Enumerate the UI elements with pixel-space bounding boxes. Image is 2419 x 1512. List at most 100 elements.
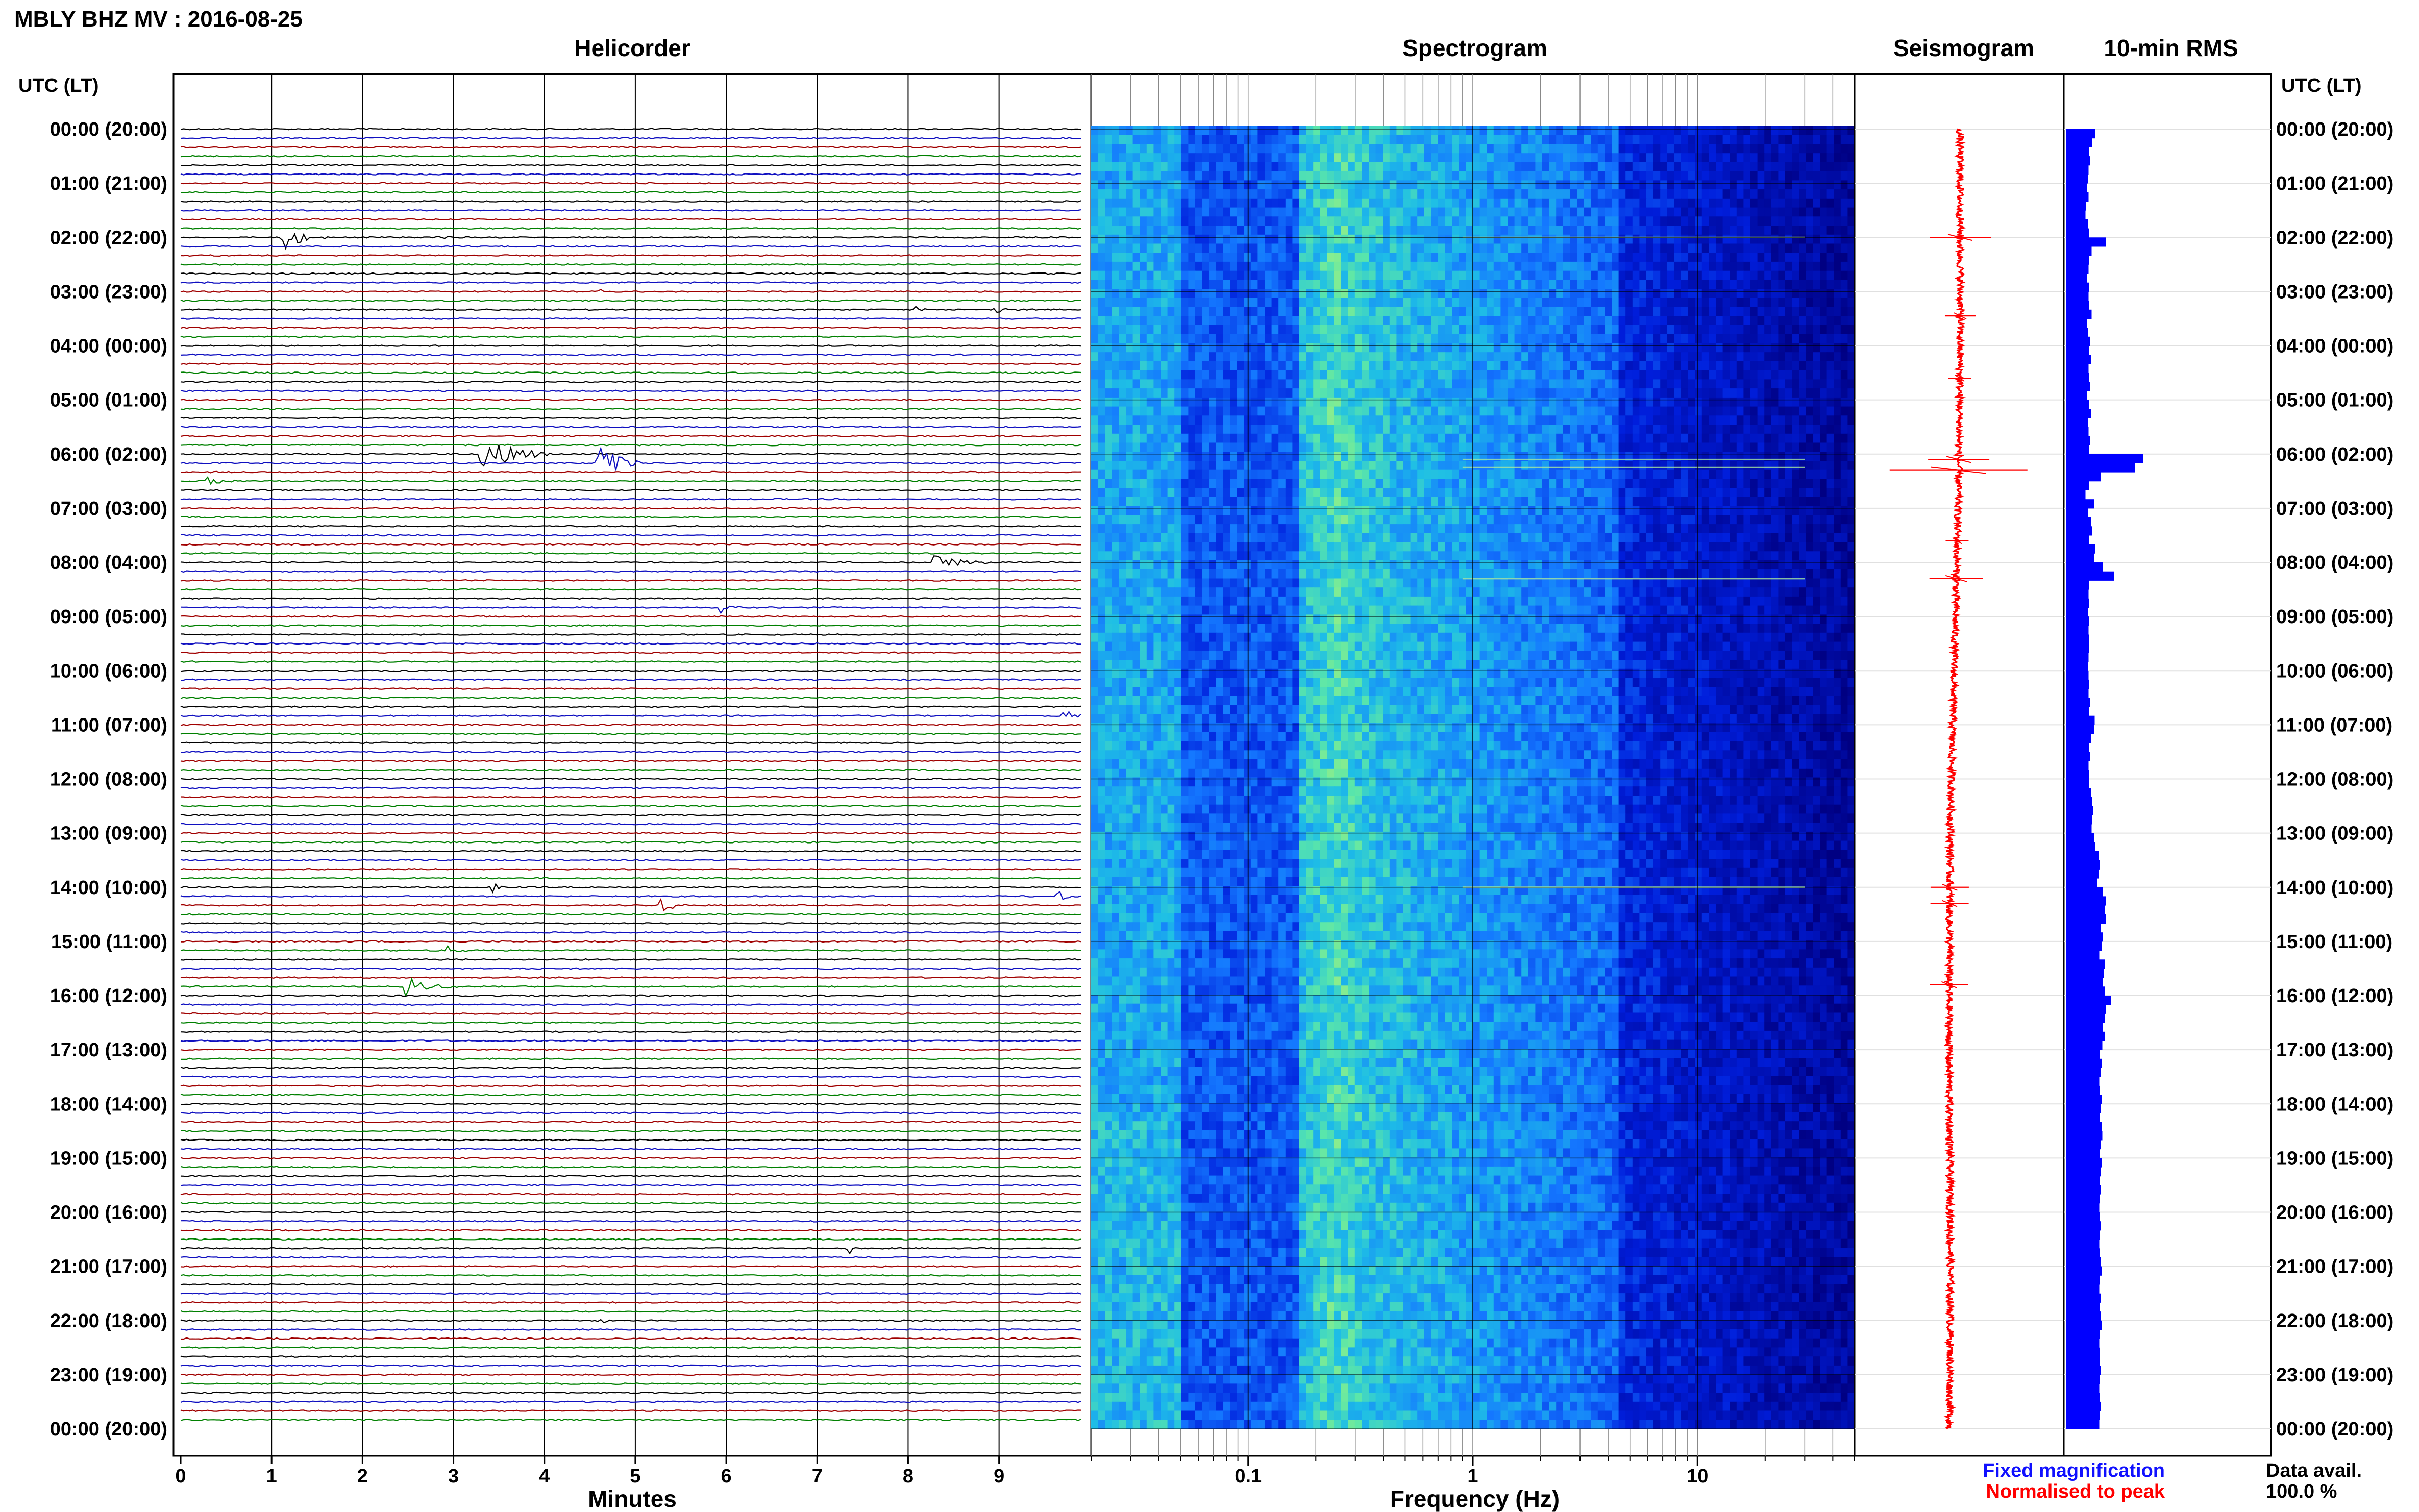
spectrogram-cell — [1153, 234, 1161, 244]
spectrogram-cell — [1591, 515, 1598, 525]
helicorder-trace — [180, 705, 1081, 708]
spectrogram-cell — [1730, 370, 1737, 380]
spectrogram-cell — [1743, 343, 1751, 353]
spectrogram-cell — [1743, 433, 1751, 443]
spectrogram-cell — [1132, 442, 1140, 452]
spectrogram-cell — [1383, 243, 1390, 253]
spectrogram-cell — [1188, 479, 1196, 488]
spectrogram-cell — [1459, 153, 1467, 163]
spectrogram-cell — [1743, 334, 1751, 344]
spectrogram-cell — [1771, 189, 1779, 199]
spectrogram-cell — [1244, 126, 1251, 136]
spectrogram-cell — [1653, 325, 1661, 335]
spectrogram-cell — [1313, 144, 1321, 154]
spectrogram-cell — [1834, 452, 1841, 461]
spectrogram-cell — [1140, 515, 1147, 525]
spectrogram-cell — [1438, 334, 1446, 344]
spectrogram-cell — [1341, 515, 1348, 525]
spectrogram-cell — [1632, 497, 1640, 507]
spectrogram-cell — [1563, 253, 1571, 262]
spectrogram-cell — [1500, 226, 1508, 235]
spectrogram-cell — [1383, 270, 1390, 281]
spectrogram-cell — [1174, 370, 1182, 380]
spectrogram-cell — [1292, 162, 1300, 172]
spectrogram-cell — [1625, 425, 1633, 434]
spectrogram-cell — [1632, 343, 1640, 353]
spectrogram-cell — [1306, 352, 1314, 362]
spectrogram-cell — [1591, 144, 1598, 154]
spectrogram-cell — [1250, 506, 1258, 516]
spectrogram-cell — [1514, 126, 1522, 136]
spectrogram-cell — [1709, 316, 1716, 326]
spectrogram-cell — [1597, 216, 1606, 226]
spectrogram-cell — [1743, 153, 1751, 163]
spectrogram-cell — [1709, 415, 1716, 425]
spectrogram-cell — [1195, 162, 1203, 172]
spectrogram-cell — [1383, 298, 1390, 308]
spectrogram-cell — [1701, 442, 1710, 452]
spectrogram-cell — [1105, 406, 1113, 416]
spectrogram-cell — [1195, 243, 1203, 253]
spectrogram-cell — [1660, 479, 1668, 488]
spectrogram-cell — [1348, 343, 1355, 353]
spectrogram-cell — [1410, 198, 1418, 208]
spectrogram-cell — [1354, 135, 1363, 145]
spectrogram-cell — [1487, 433, 1494, 443]
spectrogram-cell — [1431, 135, 1439, 145]
spectrogram-cell — [1487, 316, 1494, 326]
spectrogram-cell — [1257, 189, 1265, 199]
helicorder-trace — [180, 1418, 1081, 1421]
spectrogram-cell — [1792, 153, 1799, 163]
spectrogram-cell — [1396, 425, 1404, 434]
spectrogram-cell — [1514, 461, 1522, 470]
spectrogram-cell — [1570, 243, 1577, 253]
spectrogram-cell — [1209, 198, 1217, 208]
spectrogram-cell — [1646, 379, 1654, 389]
spectrogram-cell — [1473, 406, 1480, 416]
spectrogram-cell — [1098, 162, 1105, 172]
spectrogram-cell — [1785, 207, 1793, 217]
spectrogram-cell — [1362, 433, 1369, 443]
helicorder-trace — [180, 931, 1081, 934]
spectrogram-cell — [1306, 298, 1314, 308]
spectrogram-cell — [1452, 461, 1460, 470]
spectrogram-cell — [1806, 207, 1814, 217]
spectrogram-cell — [1493, 379, 1501, 389]
spectrogram-cell — [1161, 180, 1168, 190]
spectrogram-cell — [1209, 388, 1217, 398]
spectrogram-cell — [1500, 153, 1508, 163]
spectrogram-cell — [1549, 234, 1557, 244]
spectrogram-cell — [1278, 234, 1286, 244]
spectrogram-cell — [1508, 361, 1515, 371]
spectrogram-cell — [1195, 289, 1203, 299]
spectrogram-cell — [1479, 289, 1487, 299]
spectrogram-cell — [1570, 226, 1577, 235]
spectrogram-cell — [1542, 361, 1550, 371]
spectrogram-cell — [1452, 325, 1460, 335]
spectrogram-cell — [1362, 171, 1369, 181]
spectrogram-cell — [1757, 388, 1765, 398]
spectrogram-cell — [1820, 153, 1828, 163]
spectrogram-cell — [1764, 198, 1772, 208]
spectrogram-cell — [1556, 469, 1564, 480]
spectrogram-cell — [1785, 180, 1793, 190]
spectrogram-cell — [1479, 506, 1487, 516]
spectrogram-cell — [1591, 316, 1598, 326]
spectrogram-cell — [1577, 261, 1585, 271]
spectrogram-cell — [1632, 397, 1640, 407]
spectrogram-cell — [1424, 497, 1432, 507]
spectrogram-cell — [1105, 488, 1113, 498]
spectrogram-cell — [1445, 325, 1452, 335]
spectrogram-cell — [1479, 198, 1487, 208]
spectrogram-cell — [1660, 253, 1668, 262]
spectrogram-cell — [1722, 497, 1730, 507]
spectrogram-cell — [1119, 171, 1126, 181]
spectrogram-cell — [1174, 316, 1182, 326]
spectrogram-cell — [1778, 442, 1786, 452]
spectrogram-cell — [1292, 488, 1300, 498]
helicorder-trace — [180, 543, 1081, 546]
spectrogram-cell — [1757, 171, 1765, 181]
spectrogram-cell — [1625, 261, 1633, 271]
spectrogram-cell — [1660, 325, 1668, 335]
spectrogram-cell — [1716, 171, 1723, 181]
